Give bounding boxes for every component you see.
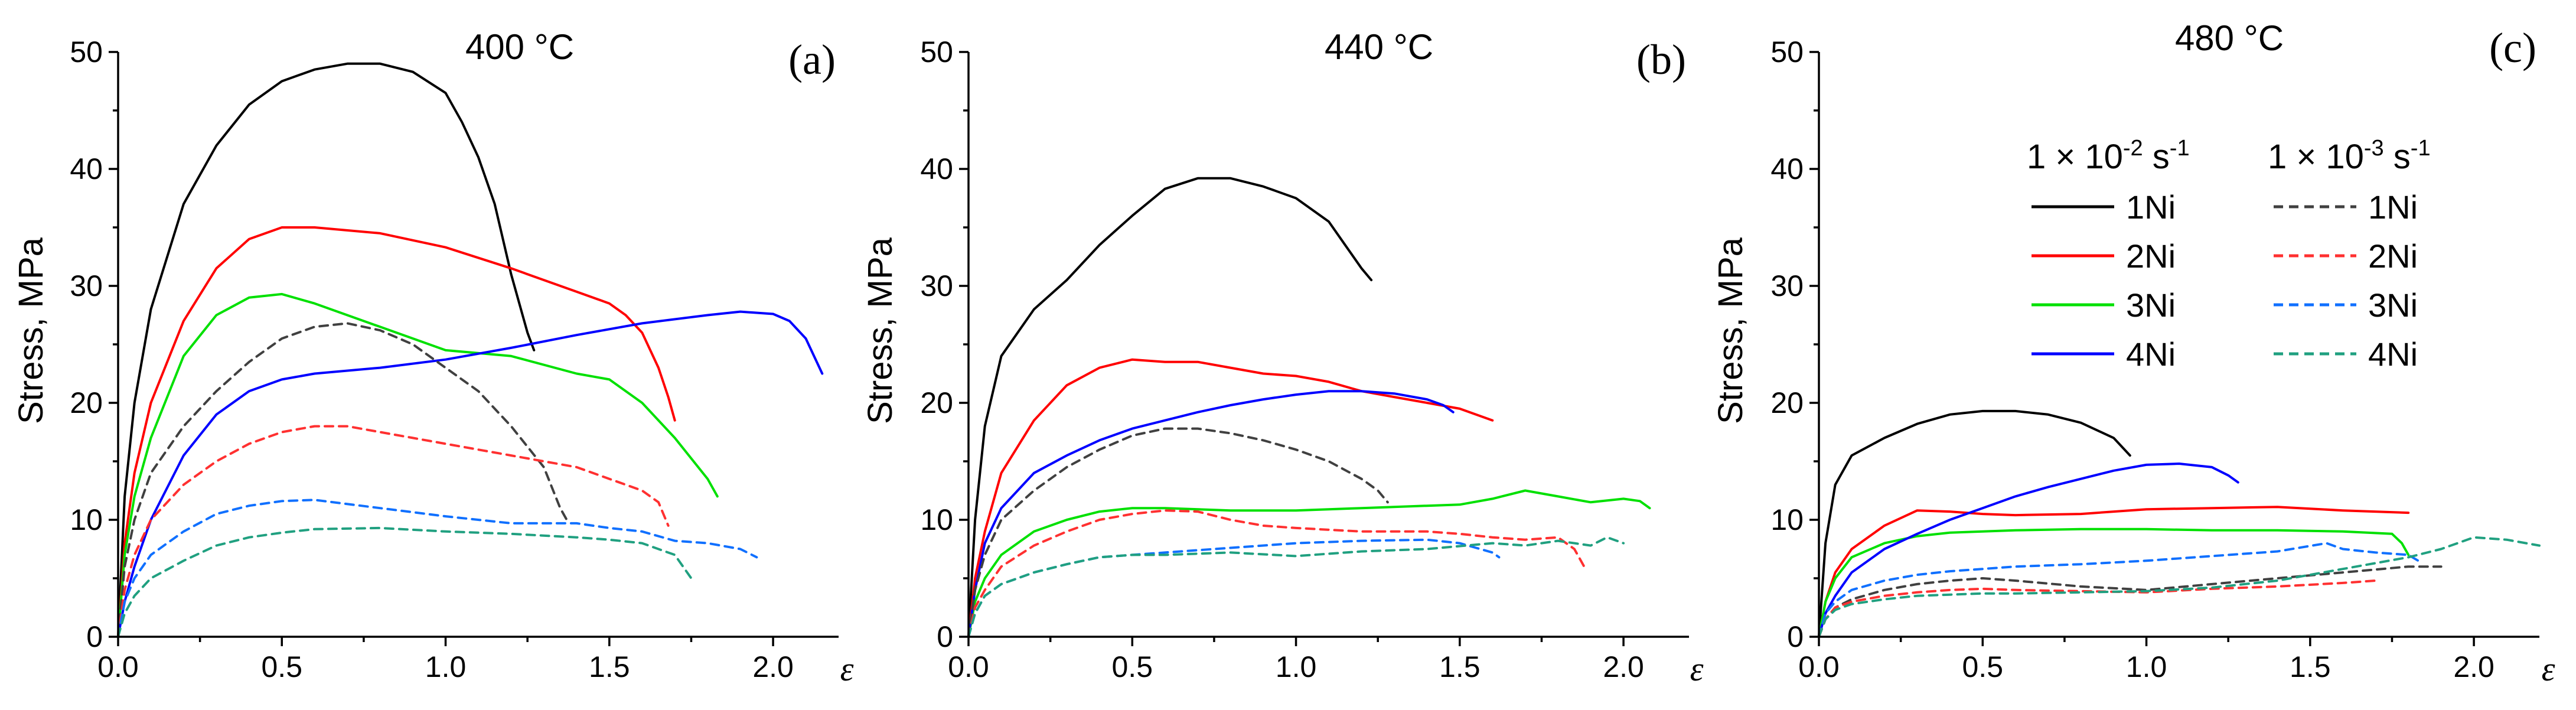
panel-b-y-tick-label: 30 bbox=[920, 269, 953, 302]
legend-label-dashed-2ni: 2Ni bbox=[2368, 237, 2418, 275]
panel-a-curve-1ni-fast-rate bbox=[117, 62, 536, 638]
legend-header-solid: 1 × 10-2 s-1 bbox=[2027, 136, 2190, 176]
panel-c-curve-3ni-slow-rate bbox=[1818, 542, 2420, 638]
panel-c-x-tick-label: 1.5 bbox=[2290, 650, 2331, 683]
panel-a-curve-4ni-slow-rate bbox=[117, 526, 693, 638]
panel-b-x-tick-label: 1.0 bbox=[1276, 650, 1317, 683]
legend-label-dashed-3ni: 3Ni bbox=[2368, 286, 2418, 324]
panel-a-curve-1ni-slow-rate bbox=[117, 322, 568, 638]
panel-a-y-tick-label: 20 bbox=[70, 386, 103, 419]
panel-a-axes: 0 10 20 30 40 50 0.0 0.5 1.0 1.5 2.0 bbox=[70, 35, 839, 683]
panel-b-x-tick-label: 1.5 bbox=[1439, 650, 1481, 683]
panel-b-x-tick-label: 2.0 bbox=[1603, 650, 1644, 683]
panel-a-curve-2ni-slow-rate bbox=[117, 425, 670, 638]
legend-label-solid-2ni: 2Ni bbox=[2126, 237, 2176, 275]
panel-b-x-tick-label: 0.5 bbox=[1112, 650, 1153, 683]
panel-c-y-axis-label: Stress, MPa bbox=[1711, 237, 1750, 424]
panel-a-x-axis-label: ε bbox=[840, 650, 854, 688]
legend-header-dashed: 1 × 10-3 s-1 bbox=[2268, 136, 2431, 176]
panel-b-y-tick-label: 20 bbox=[920, 386, 953, 419]
legend-label-solid-4ni: 4Ni bbox=[2126, 336, 2176, 373]
panel-b-curve-3ni-fast-rate bbox=[967, 489, 1651, 638]
panel-a: 0 10 20 30 40 50 0.0 0.5 1.0 1.5 2.0 400 °C (a) St… bbox=[12, 27, 854, 688]
panel-c-axes: 0 10 20 30 40 50 0.0 0.5 1.0 1.5 2.0 bbox=[1770, 35, 2539, 683]
panel-b-curve-2ni-fast-rate bbox=[967, 358, 1494, 638]
panel-a-x-tick-label: 1.5 bbox=[589, 650, 630, 683]
panel-a-label: (a) bbox=[788, 36, 836, 83]
panel-b-axes: 0 10 20 30 40 50 0.0 0.5 1.0 1.5 2.0 bbox=[920, 35, 1689, 683]
panel-a-curve-3ni-fast-rate bbox=[117, 292, 719, 638]
panel-a-x-tick-label: 0.5 bbox=[262, 650, 303, 683]
panel-a-curve-3ni-slow-rate bbox=[117, 499, 758, 638]
panel-c-curve-2ni-fast-rate bbox=[1818, 506, 2410, 638]
panel-c-y-tick-label: 30 bbox=[1770, 269, 1804, 302]
panel-c-curve-4ni-fast-rate bbox=[1818, 463, 2239, 638]
panel-b-label: (b) bbox=[1636, 36, 1686, 83]
panel-c-x-tick-label: 0.0 bbox=[1798, 650, 1840, 683]
panel-b-curves bbox=[967, 177, 1651, 638]
panel-b-curve-3ni-slow-rate bbox=[967, 538, 1501, 638]
panel-b-y-tick-label: 10 bbox=[920, 503, 953, 536]
panel-c-y-tick-label: 20 bbox=[1770, 386, 1804, 419]
legend-label-dashed-1ni: 1Ni bbox=[2368, 188, 2418, 226]
legend-label-solid-3ni: 3Ni bbox=[2126, 286, 2176, 324]
panel-b-curve-4ni-fast-rate bbox=[967, 390, 1455, 638]
panel-b: 0 10 20 30 40 50 0.0 0.5 1.0 1.5 2.0 440 °C (b) St… bbox=[861, 27, 1704, 688]
panel-c-x-tick-label: 0.5 bbox=[1962, 650, 2004, 683]
panel-b-curve-2ni-slow-rate bbox=[967, 509, 1586, 638]
panel-c-label: (c) bbox=[2489, 24, 2536, 71]
panel-a-x-tick-label: 1.0 bbox=[425, 650, 467, 683]
panel-a-y-tick-label: 40 bbox=[70, 152, 103, 185]
panel-a-y-axis-label: Stress, MPa bbox=[12, 237, 50, 424]
panel-c-x-axis-label: ε bbox=[2542, 650, 2555, 688]
panel-b-x-axis-label: ε bbox=[1690, 650, 1704, 688]
panel-c: 0 10 20 30 40 50 0.0 0.5 1.0 1.5 2.0 480 °C (c) St… bbox=[1711, 18, 2555, 688]
panel-c-y-tick-label: 50 bbox=[1770, 35, 1804, 69]
panel-a-y-tick-label: 10 bbox=[70, 503, 103, 536]
panel-b-x-tick-label: 0.0 bbox=[948, 650, 989, 683]
panel-b-y-axis-label: Stress, MPa bbox=[861, 237, 899, 424]
panel-a-x-tick-label: 2.0 bbox=[752, 650, 794, 683]
panel-c-temperature-title: 480 °C bbox=[2175, 18, 2284, 58]
panel-c-curves bbox=[1818, 409, 2541, 638]
panel-b-y-tick-label: 0 bbox=[937, 620, 953, 653]
panel-a-curve-4ni-fast-rate bbox=[117, 310, 824, 638]
panel-a-y-tick-label: 30 bbox=[70, 269, 103, 302]
panel-b-curve-1ni-fast-rate bbox=[967, 177, 1373, 638]
panel-c-y-tick-label: 10 bbox=[1770, 503, 1804, 536]
panel-b-curve-1ni-slow-rate bbox=[967, 427, 1389, 638]
panel-b-y-tick-label: 50 bbox=[920, 35, 953, 69]
panel-b-y-tick-label: 40 bbox=[920, 152, 953, 185]
panel-b-curve-4ni-slow-rate bbox=[967, 536, 1625, 638]
panel-c-curve-3ni-fast-rate bbox=[1818, 527, 2410, 638]
panel-a-x-tick-label: 0.0 bbox=[97, 650, 139, 683]
panel-a-y-tick-label: 50 bbox=[70, 35, 103, 69]
panel-c-curve-2ni-slow-rate bbox=[1818, 579, 2377, 638]
panel-c-curve-4ni-slow-rate bbox=[1818, 536, 2541, 638]
legend-label-solid-1ni: 1Ni bbox=[2126, 188, 2176, 226]
panel-c-x-tick-label: 1.0 bbox=[2126, 650, 2167, 683]
panel-c-curve-1ni-fast-rate bbox=[1818, 409, 2131, 638]
panel-a-curve-2ni-fast-rate bbox=[117, 226, 676, 638]
panel-a-temperature-title: 400 °C bbox=[465, 27, 574, 67]
legend-label-dashed-4ni: 4Ni bbox=[2368, 336, 2418, 373]
panel-c-y-tick-label: 0 bbox=[1787, 620, 1804, 653]
panel-c-curve-1ni-slow-rate bbox=[1818, 565, 2443, 638]
panel-c-x-tick-label: 2.0 bbox=[2453, 650, 2495, 683]
legend: 1 × 10-2 s-1 1 × 10-3 s-1 1Ni 1Ni 2Ni 2N… bbox=[2027, 136, 2431, 373]
panel-a-y-tick-label: 0 bbox=[86, 620, 103, 653]
panel-b-temperature-title: 440 °C bbox=[1325, 27, 1433, 67]
panel-a-curves bbox=[117, 62, 824, 638]
panel-c-y-tick-label: 40 bbox=[1770, 152, 1804, 185]
